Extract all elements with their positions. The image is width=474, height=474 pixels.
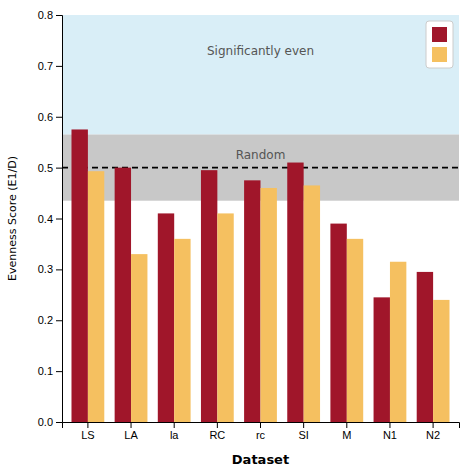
y-tick-mark [56,117,62,118]
annotation: Random [236,148,286,162]
x-tick-mark [174,422,175,428]
y-tick: 0.4 [38,213,62,225]
bar [201,170,217,422]
bar [417,272,433,422]
x-tick: LS [81,422,94,441]
x-tick-mark [389,422,390,428]
x-tick-mark [260,422,261,428]
x-tick-mark [346,422,347,428]
plot: 0.0 0.1 0.2 0.3 0.4 0.5 0.6 0.7 0.8 LS LA la RC rc SI M… [6,9,460,467]
y-tick: 0.1 [38,365,62,377]
legend-swatch [432,47,447,62]
bar [304,185,320,422]
y-tick-mark [56,269,62,270]
bar [244,180,260,422]
x-tick-mark [217,422,218,428]
y-tick: 0.7 [38,60,62,72]
bar [131,254,147,422]
bar [88,171,104,422]
annotation: Significantly even [207,44,314,58]
y-tick-mark [56,371,62,372]
x-tick: rc [256,422,266,441]
x-tick-label: N1 [383,429,397,441]
bar [115,168,131,422]
x-tick: RC [209,422,225,441]
bar [390,262,406,422]
y-tick-label: 0.6 [38,111,53,123]
x-tick-label: LA [124,429,138,441]
y-tick-mark [56,422,62,423]
bar [71,129,87,422]
significant-region [62,15,459,135]
y-tick: 0.8 [38,9,62,21]
y-tick-label: 0.5 [38,162,53,174]
y-tick-mark [56,66,62,67]
y-tick-label: 0.4 [38,213,53,225]
bar [158,213,174,422]
y-tick: 0.6 [38,111,62,123]
marks [62,15,459,422]
y-tick-label: 0.7 [38,60,53,72]
bar [287,163,303,422]
y-tick-label: 0.0 [38,416,53,428]
x-tick-label: LS [81,429,94,441]
bar [347,239,363,422]
y-tick: 0.5 [38,162,62,174]
y-tick-label: 0.8 [38,9,53,21]
x-tick: N2 [426,422,440,441]
legend-swatch [432,27,447,42]
y-tick: 0.0 [38,416,62,428]
x-tick-label: rc [256,429,266,441]
y-tick-mark [56,219,62,220]
y-tick-mark [56,15,62,16]
y-tick-mark [56,320,62,321]
y-tick-label: 0.1 [38,365,53,377]
bar [174,239,190,422]
bar-series [71,129,433,422]
x-tick-mark [131,422,132,428]
bar [261,188,277,422]
x-tick: SI [298,422,308,441]
bar [374,297,390,422]
y-tick: 0.2 [38,314,62,326]
x-axis-line [63,423,460,429]
x-axis-title: Dataset [232,452,289,467]
x-tick: LA [124,422,138,441]
x-tick-label: la [170,429,179,441]
bar [433,300,449,422]
x-tick-label: SI [298,429,308,441]
x-tick-label: RC [209,429,225,441]
y-tick-mark [56,168,62,169]
x-tick-mark [303,422,304,428]
x-axis: LS LA la RC rc SI M N1 N2 [63,422,460,441]
y-axis-line [56,16,63,423]
x-tick-label: M [342,429,351,441]
y-axis-title: Evenness Score (E1/D) [6,156,19,281]
bar [217,213,233,422]
x-tick: la [170,422,179,441]
legend-frame [426,21,453,68]
y-axis: 0.0 0.1 0.2 0.3 0.4 0.5 0.6 0.7 0.8 [38,9,63,428]
x-tick: M [342,422,351,441]
x-tick-mark [433,422,434,428]
bar [330,224,346,422]
x-tick: N1 [383,422,397,441]
y-tick: 0.3 [38,263,62,275]
x-tick-mark [87,422,88,428]
y-tick-label: 0.3 [38,263,53,275]
y-tick-label: 0.2 [38,314,53,326]
legend [426,21,453,68]
bar-series [88,171,450,422]
chart: 0.0 0.1 0.2 0.3 0.4 0.5 0.6 0.7 0.8 LS LA la RC rc SI M… [0,0,474,474]
x-tick-label: N2 [426,429,440,441]
